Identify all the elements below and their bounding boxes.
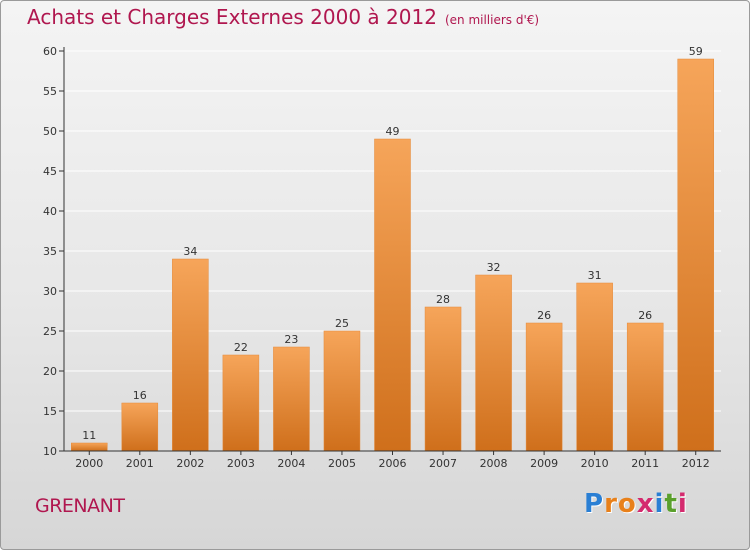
chart-unit: (en milliers d'€) <box>444 13 540 27</box>
bar-2003 <box>222 354 260 452</box>
y-tick-labels: 10 15 20 25 30 35 40 45 50 55 60 <box>43 45 57 458</box>
bar-2007 <box>424 306 462 452</box>
y-tick-label: 25 <box>43 325 57 338</box>
logo-letter: P <box>584 489 605 519</box>
data-label-2001: 16 <box>133 389 147 402</box>
x-tick-label-2008: 2008 <box>480 457 508 470</box>
x-tick-label-2004: 2004 <box>277 457 305 470</box>
data-label-2010: 31 <box>588 269 602 282</box>
data-label-2003: 22 <box>234 341 248 354</box>
bar-2010 <box>576 282 613 452</box>
logo-letter: x <box>636 489 655 519</box>
chart-title-text: Achats et Charges Externes 2000 à 2012 <box>27 5 437 29</box>
bar-2001 <box>121 402 159 452</box>
y-tick-label: 15 <box>43 405 57 418</box>
x-tick-label-2002: 2002 <box>176 457 204 470</box>
logo-letter: i <box>654 489 665 519</box>
y-tick-label: 30 <box>43 285 57 298</box>
logo-letter: t <box>664 489 678 519</box>
x-tick-label-2001: 2001 <box>126 457 154 470</box>
x-tick-label-2005: 2005 <box>328 457 356 470</box>
x-tick-label-2011: 2011 <box>631 457 659 470</box>
bar-2006 <box>374 138 411 452</box>
bar-2011 <box>626 322 664 452</box>
data-label-2000: 11 <box>82 429 96 442</box>
bar-2005 <box>323 330 361 452</box>
y-tick-label: 10 <box>43 445 57 458</box>
y-tick-label: 50 <box>43 125 57 138</box>
data-label-2011: 26 <box>638 309 652 322</box>
logo-letter: i <box>677 489 688 519</box>
y-tick-label: 55 <box>43 85 57 98</box>
bar-2009 <box>525 322 563 452</box>
data-label-2002: 34 <box>183 245 197 258</box>
y-tick-label: 20 <box>43 365 57 378</box>
data-label-2004: 23 <box>284 333 298 346</box>
chart-title: Achats et Charges Externes 2000 à 2012 (e… <box>27 5 539 29</box>
x-tick-label-2007: 2007 <box>429 457 457 470</box>
bar-2002 <box>172 258 209 452</box>
axes <box>59 47 721 455</box>
y-tick-label: 60 <box>43 45 57 58</box>
place-name: GRENANT <box>35 495 125 517</box>
y-tick-label: 35 <box>43 245 57 258</box>
x-tick-label-2009: 2009 <box>530 457 558 470</box>
proxiti-logo: Proxiti <box>584 489 688 519</box>
x-tick-label-2012: 2012 <box>682 457 710 470</box>
y-tick-label: 40 <box>43 205 57 218</box>
bar-2008 <box>475 274 512 452</box>
logo-letter: o <box>617 489 637 519</box>
y-tick-label: 45 <box>43 165 57 178</box>
x-tick-label-2003: 2003 <box>227 457 255 470</box>
bar-2012 <box>677 58 714 452</box>
x-tick-label-2006: 2006 <box>379 457 407 470</box>
data-label-2009: 26 <box>537 309 551 322</box>
data-labels: 11 16 34 22 23 25 49 28 32 26 31 26 59 <box>82 45 702 442</box>
bars <box>71 58 714 452</box>
data-label-2005: 25 <box>335 317 349 330</box>
data-label-2008: 32 <box>487 261 501 274</box>
data-label-2007: 28 <box>436 293 450 306</box>
data-label-2012: 59 <box>689 45 703 58</box>
x-tick-label-2000: 2000 <box>75 457 103 470</box>
logo-letter: r <box>604 489 618 519</box>
data-label-2006: 49 <box>386 125 400 138</box>
x-tick-labels: 2000 2001 2002 2003 2004 2005 2006 2007 2008 2009… <box>75 457 709 470</box>
x-tick-label-2010: 2010 <box>581 457 609 470</box>
bar-2000 <box>71 442 108 452</box>
bar-2004 <box>273 346 310 452</box>
